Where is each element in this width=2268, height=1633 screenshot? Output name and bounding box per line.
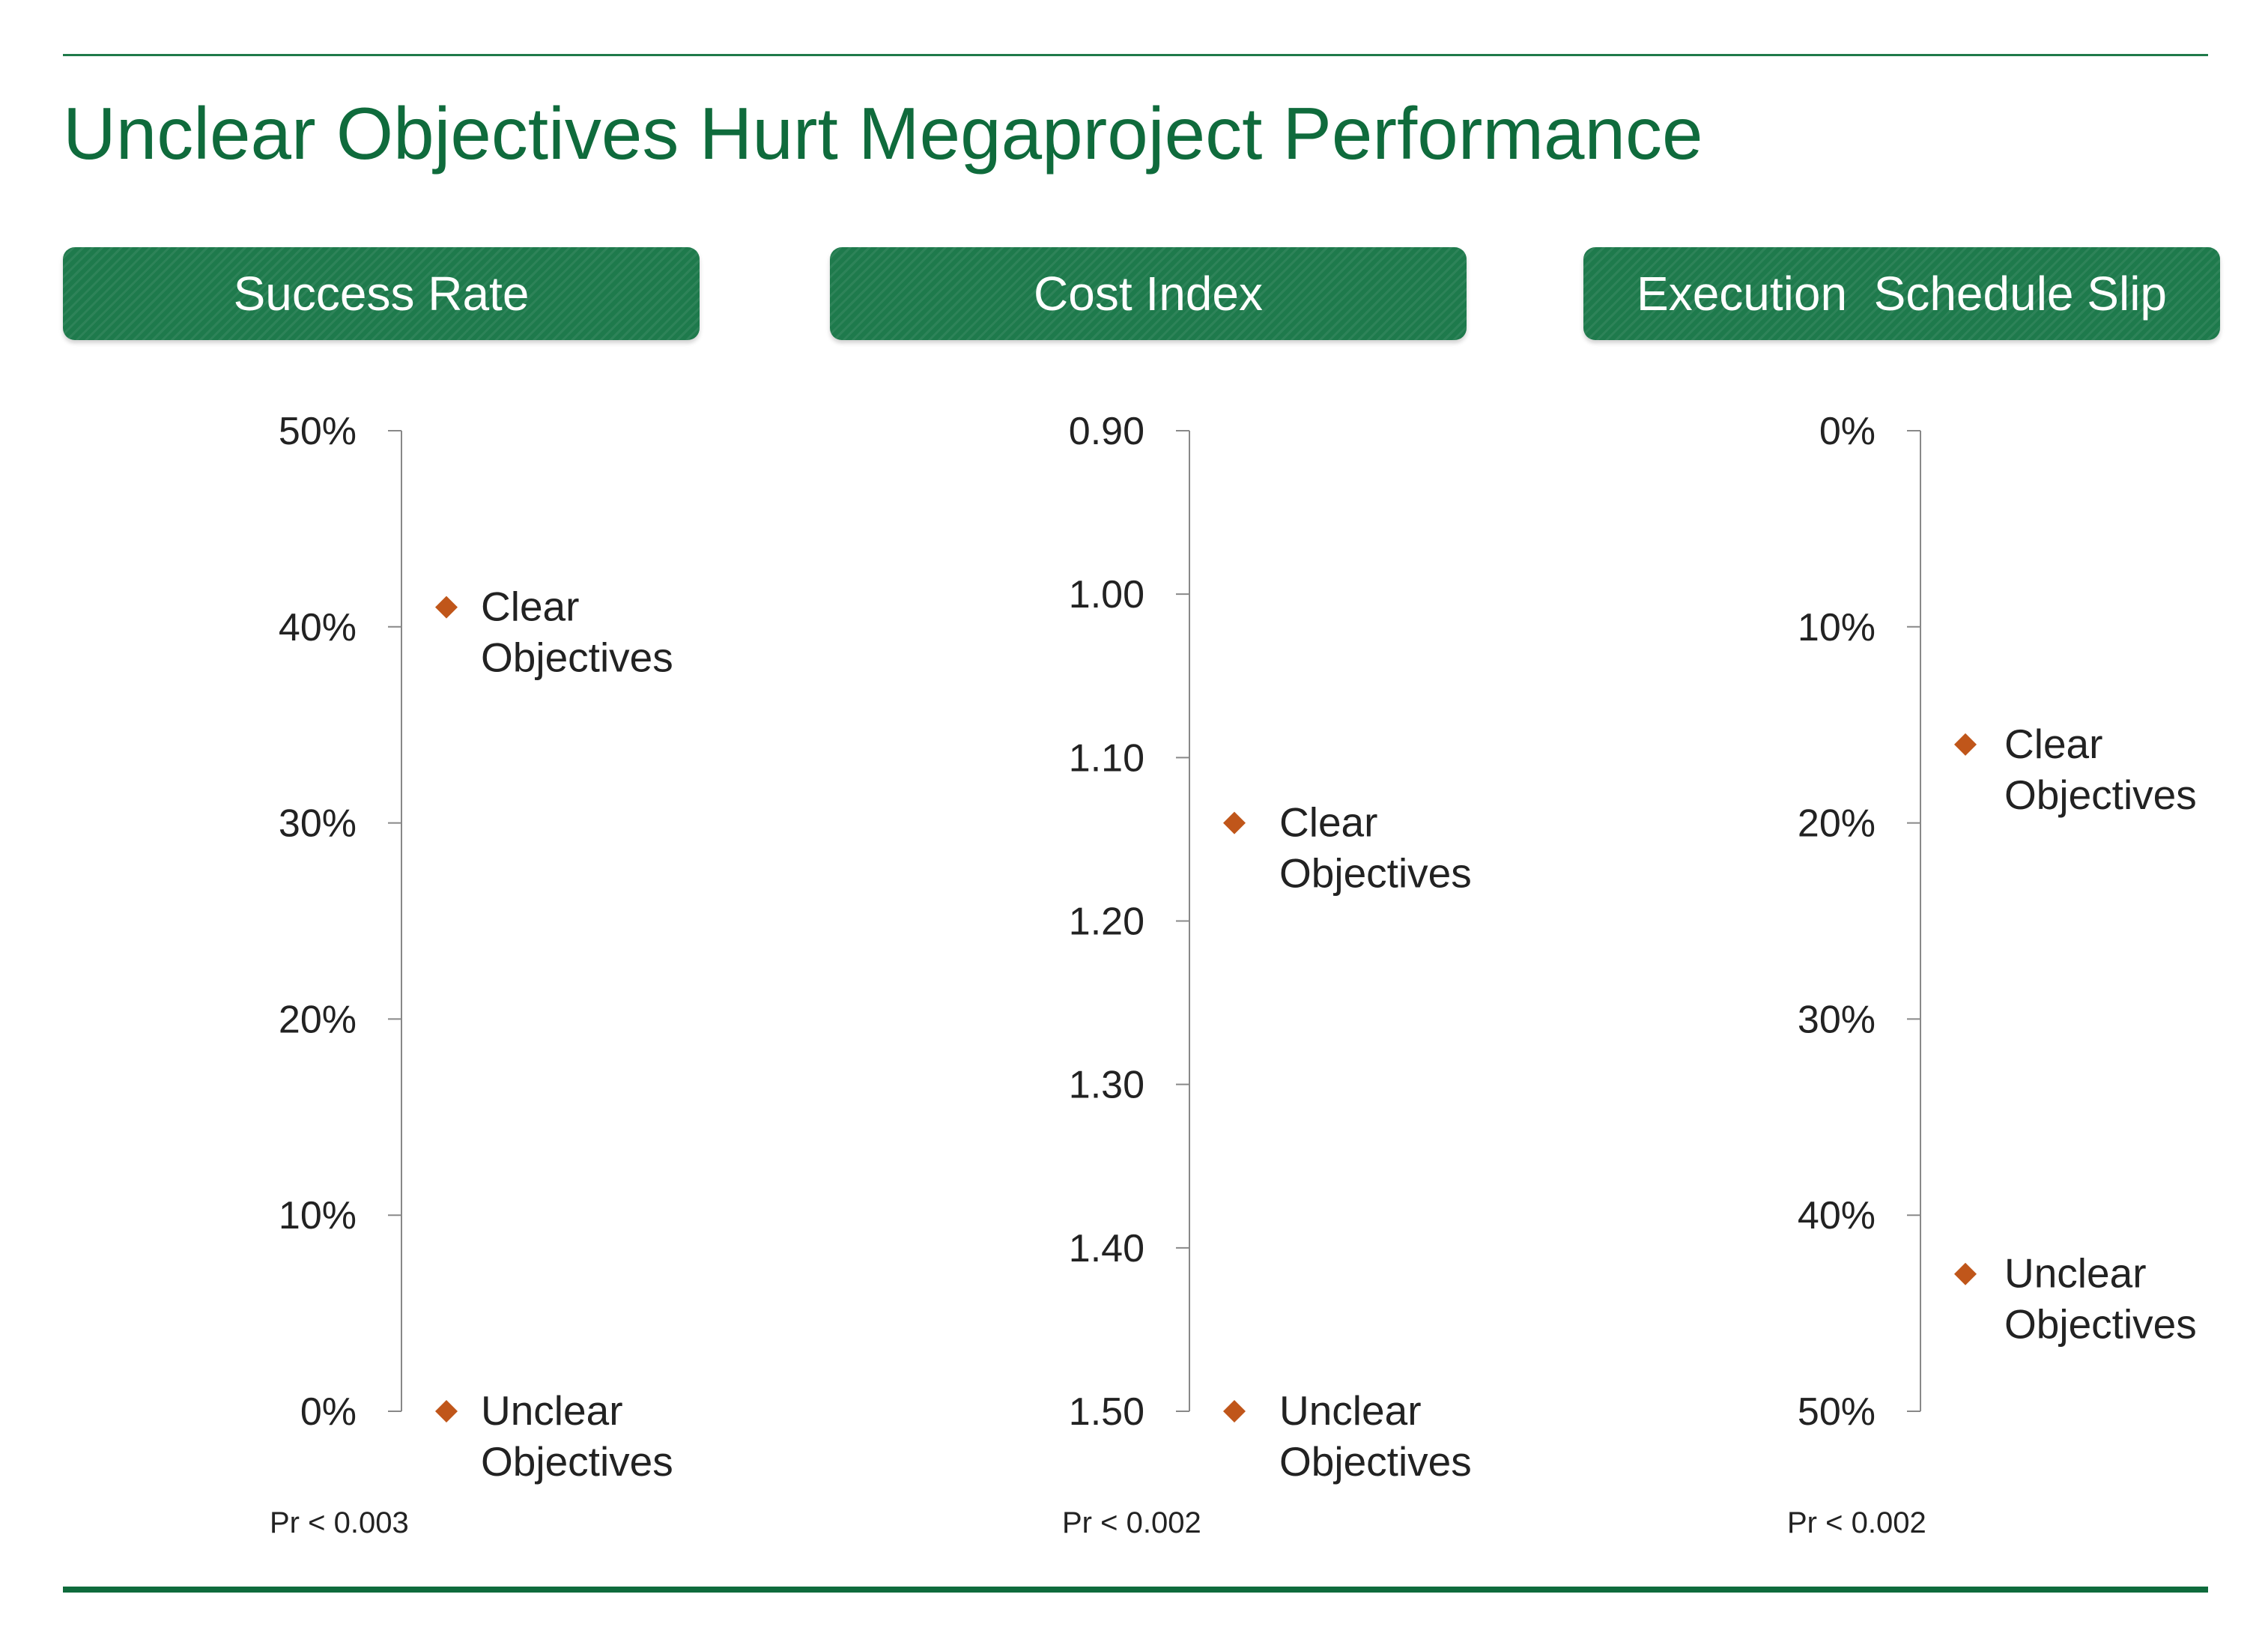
y-tick-label: 10% [1798, 606, 1876, 649]
y-tick-label: 50% [279, 410, 357, 453]
data-point-label: Clear Objectives [481, 584, 673, 681]
data-point-marker [1954, 733, 1977, 756]
data-point-marker [1223, 1400, 1246, 1423]
y-tick-label: 1.30 [1069, 1064, 1144, 1107]
y-tick-label: 30% [1798, 998, 1876, 1041]
data-point-marker [1954, 1262, 1977, 1285]
chart-panel-1: 0.90 1.00 1.10 1.20 1.30 1.40 1.50 Clear Objecti… [1062, 410, 1472, 1539]
data-point-marker [1223, 811, 1246, 834]
y-tick-label: 30% [279, 802, 357, 846]
top-rule [63, 54, 2208, 56]
panel-header-cost-index: Cost Index [830, 247, 1467, 340]
y-tick-label: 20% [279, 998, 357, 1041]
bottom-rule [63, 1587, 2208, 1593]
data-point-label: Unclear Objectives [2004, 1250, 2197, 1348]
data-point-label: Clear Objectives [2004, 721, 2197, 818]
data-point-label: Clear Objectives [1279, 799, 1472, 897]
y-tick-label: 40% [279, 606, 357, 649]
data-point-marker [435, 596, 458, 619]
y-tick-label: 0% [1819, 410, 1876, 453]
y-tick-label: 1.40 [1069, 1227, 1144, 1270]
chart-panel-0: 50% 40% 30% 20% 10% 0% Clear Objectives Unclear O… [270, 410, 673, 1539]
y-tick-label: 50% [1798, 1390, 1876, 1434]
chart-panel-2: 0% 10% 20% 30% 40% 50% Clear Objectives Unclear O… [1787, 410, 2197, 1539]
y-tick-label: 1.50 [1069, 1390, 1144, 1434]
p-value-label: Pr < 0.003 [270, 1506, 409, 1539]
y-tick-label: 1.10 [1069, 736, 1144, 780]
data-point-label: Unclear Objectives [481, 1387, 673, 1485]
y-tick-label: 40% [1798, 1194, 1876, 1237]
panel-header-execution-schedule-slip: Execution Schedule Slip [1583, 247, 2220, 340]
panel-header-success-rate: Success Rate [63, 247, 700, 340]
y-tick-label: 10% [279, 1194, 357, 1237]
data-point-label: Unclear Objectives [1279, 1387, 1472, 1485]
p-value-label: Pr < 0.002 [1062, 1506, 1201, 1539]
y-tick-label: 0.90 [1069, 410, 1144, 453]
y-tick-label: 0% [300, 1390, 357, 1434]
page-title: Unclear Objectives Hurt Megaproject Perf… [63, 92, 1703, 175]
data-point-marker [435, 1400, 458, 1423]
y-tick-label: 20% [1798, 802, 1876, 846]
y-tick-label: 1.00 [1069, 573, 1144, 616]
y-tick-label: 1.20 [1069, 900, 1144, 944]
p-value-label: Pr < 0.002 [1787, 1506, 1926, 1539]
